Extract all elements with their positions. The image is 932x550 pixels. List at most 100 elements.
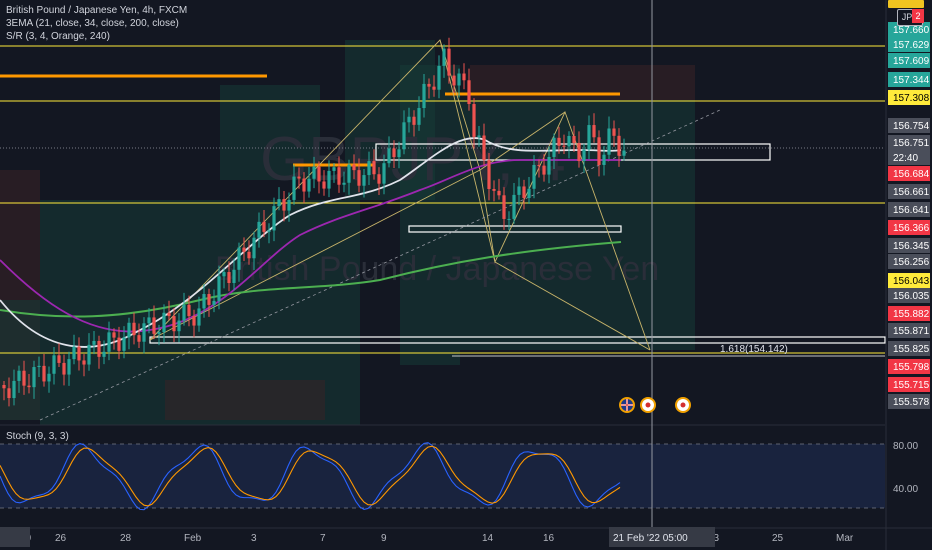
candle-body bbox=[452, 75, 456, 86]
chart-legend[interactable]: British Pound / Japanese Yen, 4h, FXCM 3… bbox=[6, 4, 187, 43]
symbol-title[interactable]: British Pound / Japanese Yen, 4h, FXCM bbox=[6, 5, 188, 16]
candle-body bbox=[217, 276, 221, 301]
candle-body bbox=[537, 164, 541, 166]
stoch-level-40: 40.00 bbox=[893, 484, 918, 495]
price-label: 157.344 bbox=[893, 75, 930, 86]
candle-body bbox=[22, 370, 26, 386]
candle-body bbox=[152, 317, 156, 334]
candle-body bbox=[442, 48, 446, 66]
price-axis[interactable]: 157.660 157.629 157.609 157.344 157.308 156.7… bbox=[888, 22, 930, 409]
time-tick-label: 25 bbox=[772, 533, 784, 544]
candle-body bbox=[72, 346, 76, 360]
candle-body bbox=[262, 221, 266, 232]
candle-body bbox=[192, 316, 196, 326]
candle-body bbox=[112, 332, 116, 338]
price-label: 157.609 bbox=[893, 56, 930, 67]
price-label-bg bbox=[888, 53, 930, 68]
price-label-bg bbox=[888, 90, 930, 105]
price-label: 156.256 bbox=[893, 257, 930, 268]
candle-body bbox=[397, 149, 401, 158]
candle-body bbox=[492, 188, 496, 191]
time-axis[interactable]: 01:002628Feb37914162325Mar bbox=[6, 533, 854, 544]
candle-body bbox=[542, 165, 546, 175]
candle-body bbox=[252, 237, 256, 259]
candle-body bbox=[517, 186, 521, 195]
candle-body bbox=[57, 355, 61, 363]
stoch-indicator-label[interactable]: Stoch (9, 3, 3) bbox=[6, 431, 69, 442]
ema-indicator-label[interactable]: 3EMA (21, close, 34, close, 200, close) bbox=[6, 18, 179, 29]
candle-body bbox=[602, 154, 606, 165]
candle-body bbox=[357, 170, 361, 186]
event-icons[interactable] bbox=[619, 397, 691, 413]
candle-body bbox=[47, 373, 51, 382]
candle-body bbox=[32, 367, 36, 388]
candle-body bbox=[272, 206, 276, 231]
candle-body bbox=[237, 247, 241, 270]
price-label: 156.661 bbox=[893, 187, 930, 198]
candle-body bbox=[302, 178, 306, 192]
candle-body bbox=[97, 340, 101, 357]
candle-body bbox=[67, 359, 71, 375]
price-label: 156.043 bbox=[893, 276, 930, 287]
watermark-name: British Pound / Japanese Yen bbox=[215, 250, 659, 288]
price-label-bg bbox=[888, 273, 930, 288]
price-label-bg bbox=[888, 377, 930, 392]
price-label: 22:40 bbox=[893, 153, 918, 164]
candle-body bbox=[7, 388, 11, 399]
candle-body bbox=[247, 251, 251, 259]
sr-indicator-label[interactable]: S/R (3, 4, Orange, 240) bbox=[6, 31, 110, 42]
candle-body bbox=[122, 337, 126, 351]
candle-body bbox=[42, 365, 46, 382]
price-label: 156.035 bbox=[893, 291, 930, 302]
price-label-bg bbox=[888, 118, 930, 133]
candle-body bbox=[212, 300, 216, 305]
time-tick-label: 7 bbox=[320, 533, 326, 544]
candle-body bbox=[372, 161, 376, 175]
candle-body bbox=[287, 199, 291, 211]
candle-body bbox=[472, 104, 476, 137]
fib-extension-label: 1.618(154.142) bbox=[720, 344, 788, 355]
candle-body bbox=[457, 73, 461, 86]
candle-body bbox=[382, 163, 386, 184]
price-label-bg bbox=[888, 37, 930, 52]
candle-body bbox=[527, 188, 531, 198]
price-label-bg bbox=[888, 150, 930, 165]
stoch-d-line bbox=[0, 445, 621, 507]
stoch-level-80: 80.00 bbox=[893, 441, 918, 452]
price-label-bg bbox=[888, 238, 930, 253]
candle-body bbox=[482, 135, 486, 161]
candle-body bbox=[177, 320, 181, 332]
price-label: 155.715 bbox=[893, 380, 930, 391]
candle-body bbox=[347, 164, 351, 183]
candle-body bbox=[467, 80, 471, 105]
candle-body bbox=[562, 145, 566, 147]
candle-body bbox=[267, 230, 271, 232]
candle-body bbox=[107, 332, 111, 352]
price-label: 155.578 bbox=[893, 397, 930, 408]
candle-body bbox=[337, 167, 341, 185]
candle-body bbox=[312, 166, 316, 179]
candle-body bbox=[512, 194, 516, 219]
candle-body bbox=[232, 269, 236, 284]
candle-body bbox=[187, 304, 191, 317]
candle-body bbox=[162, 312, 166, 333]
candle-body bbox=[532, 164, 536, 189]
price-label: 155.871 bbox=[893, 326, 930, 337]
ema-34-line bbox=[0, 159, 621, 333]
price-label: 156.345 bbox=[893, 241, 930, 252]
alert-count-badge[interactable]: 2 bbox=[912, 9, 924, 23]
time-tick-label: 14 bbox=[482, 533, 494, 544]
candle-body bbox=[322, 181, 326, 189]
candle-body bbox=[557, 137, 561, 146]
time-tick-label: Mar bbox=[836, 533, 854, 544]
candle-body bbox=[327, 170, 331, 189]
price-label: 157.629 bbox=[893, 40, 930, 51]
candles bbox=[2, 37, 626, 407]
candle-body bbox=[552, 137, 556, 157]
candle-body bbox=[617, 135, 621, 156]
candle-body bbox=[622, 150, 626, 156]
candle-body bbox=[37, 365, 41, 368]
candle-body bbox=[352, 164, 356, 171]
candle-body bbox=[572, 136, 576, 143]
